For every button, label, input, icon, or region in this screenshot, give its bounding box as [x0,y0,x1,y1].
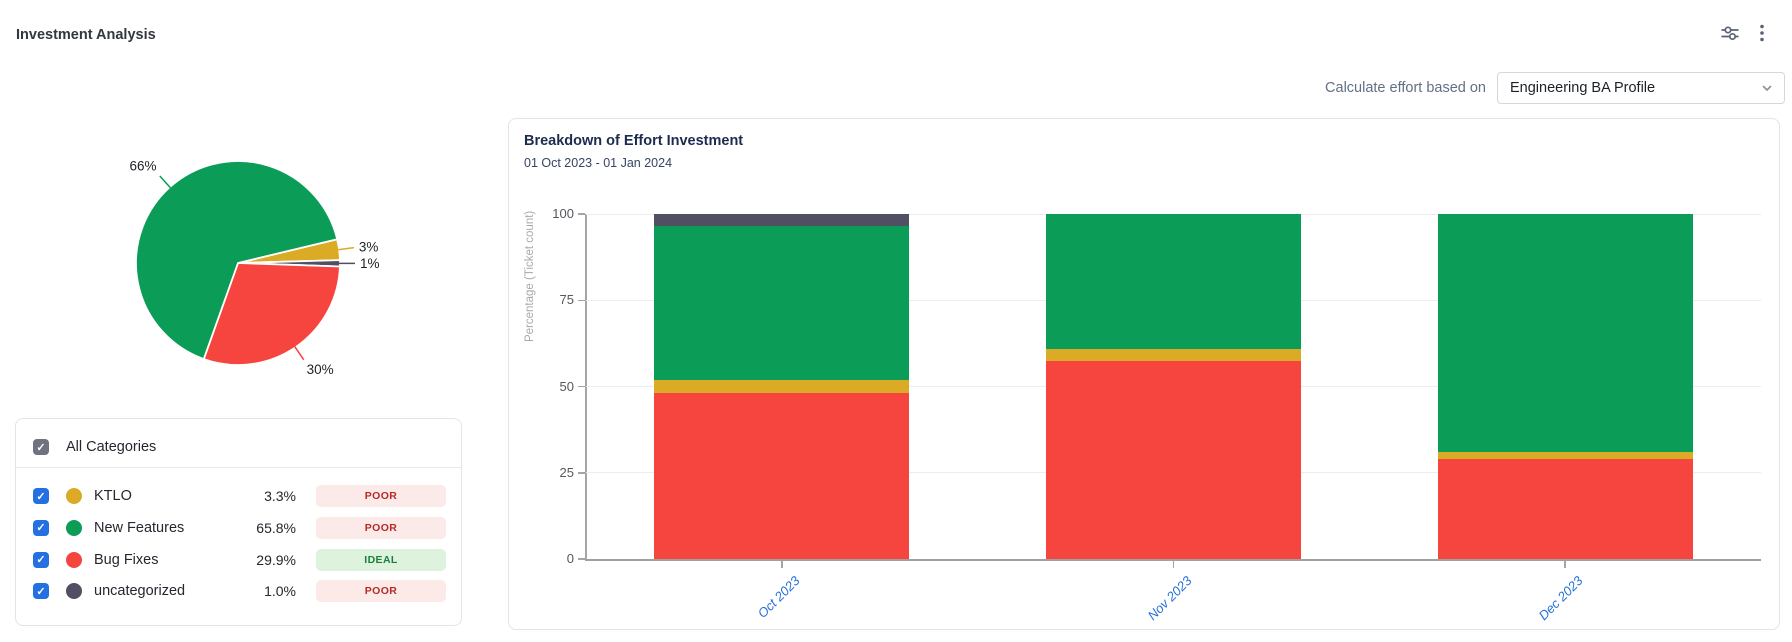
bar-segment-new-features[interactable] [654,226,910,380]
bar-segment-bug-fixes[interactable] [1437,458,1693,559]
sliders-icon [1721,26,1739,41]
status-badge: POOR [316,516,446,539]
y-tick-label: 25 [559,464,574,480]
all-categories-checkbox[interactable]: ✓ [33,439,49,455]
bar-segment-ktlo[interactable] [1046,348,1301,361]
pie-leader-line [159,175,172,189]
more-options-button[interactable] [1748,19,1776,47]
pie-leader-line [338,246,355,251]
category-name: uncategorized [94,583,186,600]
bar-segment-bug-fixes[interactable] [654,393,910,559]
category-name: Bug Fixes [94,551,159,568]
bar-segment-bug-fixes[interactable] [1046,360,1301,559]
x-tick-mark [1172,561,1175,568]
bar-segment-ktlo[interactable] [654,379,910,394]
category-row-uncategorized: ✓ uncategorized 1.0% POOR [33,579,446,603]
y-tick-label: 100 [552,206,574,221]
category-checkbox[interactable]: ✓ [33,583,49,600]
category-checkbox[interactable]: ✓ [33,519,49,536]
y-tick-mark [578,213,585,215]
x-tick-mark [781,561,783,568]
chart-date-range: 01 Oct 2023 - 01 Jan 2024 [524,156,673,170]
bar-segment-uncategorized[interactable] [654,214,910,227]
filter-settings-button[interactable] [1716,19,1744,47]
status-badge: IDEAL [316,548,446,571]
bar-segment-ktlo[interactable] [1437,452,1693,459]
effort-breakdown-card: Breakdown of Effort Investment 01 Oct 20… [508,118,1780,630]
pie-slice-label: 30% [307,362,334,377]
category-row-new-features: ✓ New Features 65.8% POOR [33,516,446,540]
y-tick-mark [578,385,585,388]
category-percentage: 3.3% [264,488,296,504]
x-axis-label-nov-2023[interactable]: Nov 2023 [1144,573,1195,623]
y-tick-label: 50 [559,378,574,394]
category-color-dot [66,519,82,536]
bar-segment-new-features[interactable] [1046,214,1301,349]
x-tick-mark [1564,561,1566,568]
y-tick-mark [578,558,585,560]
chart-title: Breakdown of Effort Investment [524,133,744,149]
category-row-ktlo: ✓ KTLO 3.3% POOR [33,484,446,508]
y-tick-mark [578,472,585,474]
category-percentage: 65.8% [256,519,296,536]
category-name: KTLO [94,488,132,504]
category-checkbox[interactable]: ✓ [33,488,49,504]
profile-select[interactable]: Engineering BA Profile [1497,72,1785,104]
calculate-effort-label: Calculate effort based on [1325,80,1486,96]
category-checkbox[interactable]: ✓ [33,551,49,568]
x-axis-label-dec-2023[interactable]: Dec 2023 [1535,573,1586,623]
investment-pie-chart: 3% 1% 30% 66% [100,140,400,390]
x-axis-line [585,559,1761,561]
all-categories-label: All Categories [66,439,157,455]
pie-leader-line [294,346,305,361]
chevron-down-icon [1762,85,1772,91]
kebab-menu-icon [1760,24,1764,42]
page-title: Investment Analysis [16,27,156,43]
pie-slice-label: 1% [360,256,380,271]
y-tick-label: 0 [566,551,574,566]
divider [16,467,461,468]
status-badge: POOR [316,485,446,507]
category-color-dot [66,551,82,568]
category-row-bug-fixes: ✓ Bug Fixes 29.9% IDEAL [33,548,446,572]
y-tick-mark [578,299,585,301]
category-percentage: 1.0% [264,583,296,600]
gridline [586,213,1761,215]
category-name: New Features [94,519,185,536]
category-percentage: 29.9% [256,551,296,568]
bar-segment-new-features[interactable] [1437,214,1693,453]
status-badge: POOR [316,580,446,603]
y-tick-label: 75 [559,292,574,308]
pie-slice-label: 66% [129,158,156,173]
category-color-dot [66,488,82,504]
categories-panel: ✓ All Categories ✓ KTLO 3.3% POOR ✓ New Featu… [15,418,462,626]
stacked-bar-plot: Percentage (Ticket count) 0 25 50 75 100 Oct … [524,206,1761,623]
profile-select-value: Engineering BA Profile [1510,80,1656,96]
category-color-dot [66,583,82,600]
x-axis-label-oct-2023[interactable]: Oct 2023 [754,573,803,621]
pie-slice-label: 3% [359,239,379,254]
